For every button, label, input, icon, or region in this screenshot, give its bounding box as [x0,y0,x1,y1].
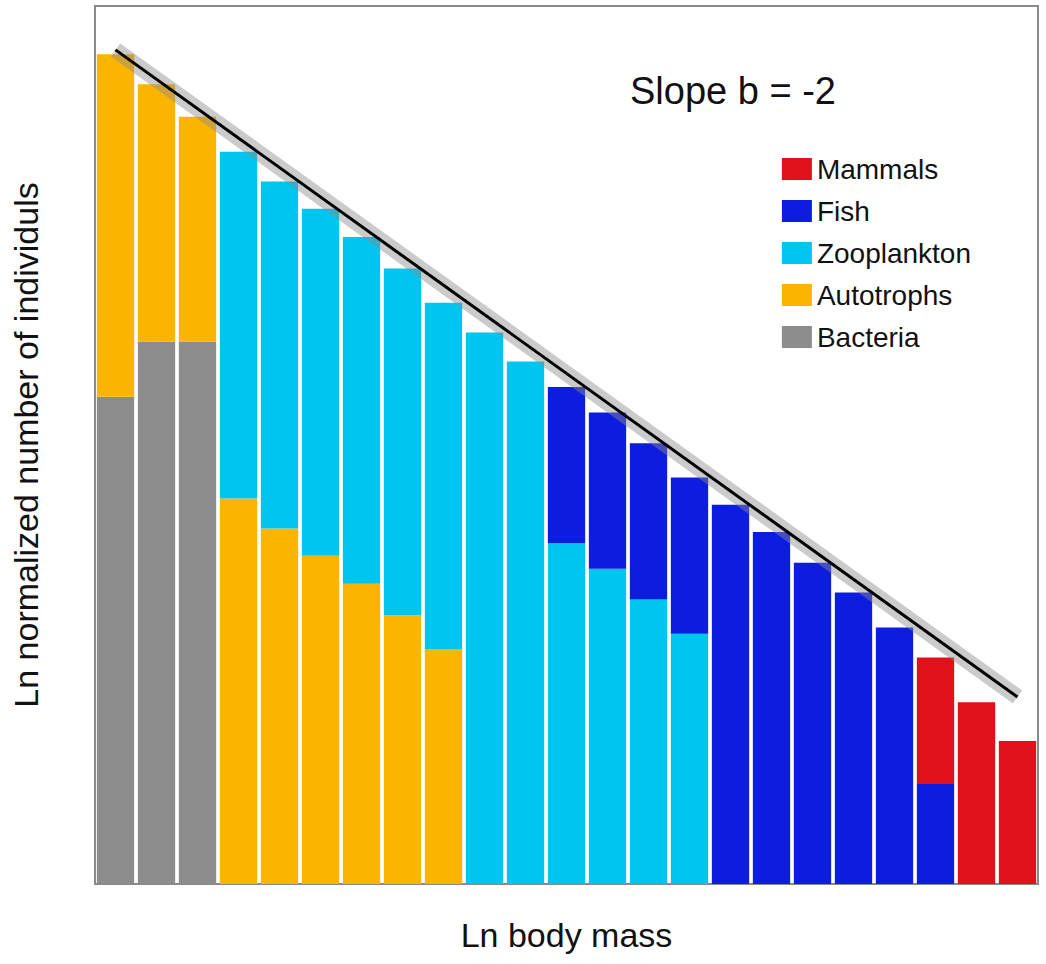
svg-text:Mammals: Mammals [817,154,938,185]
svg-text:Ln body mass: Ln body mass [461,916,673,954]
svg-text:Zooplankton: Zooplankton [817,238,971,269]
svg-text:Slope b = -2: Slope b = -2 [630,70,836,112]
svg-text:Fish: Fish [817,196,870,227]
svg-text:Ln normalized number of indivi: Ln normalized number of individuls [7,182,45,707]
svg-text:Autotrophs: Autotrophs [817,280,952,311]
svg-text:Bacteria: Bacteria [817,322,920,353]
